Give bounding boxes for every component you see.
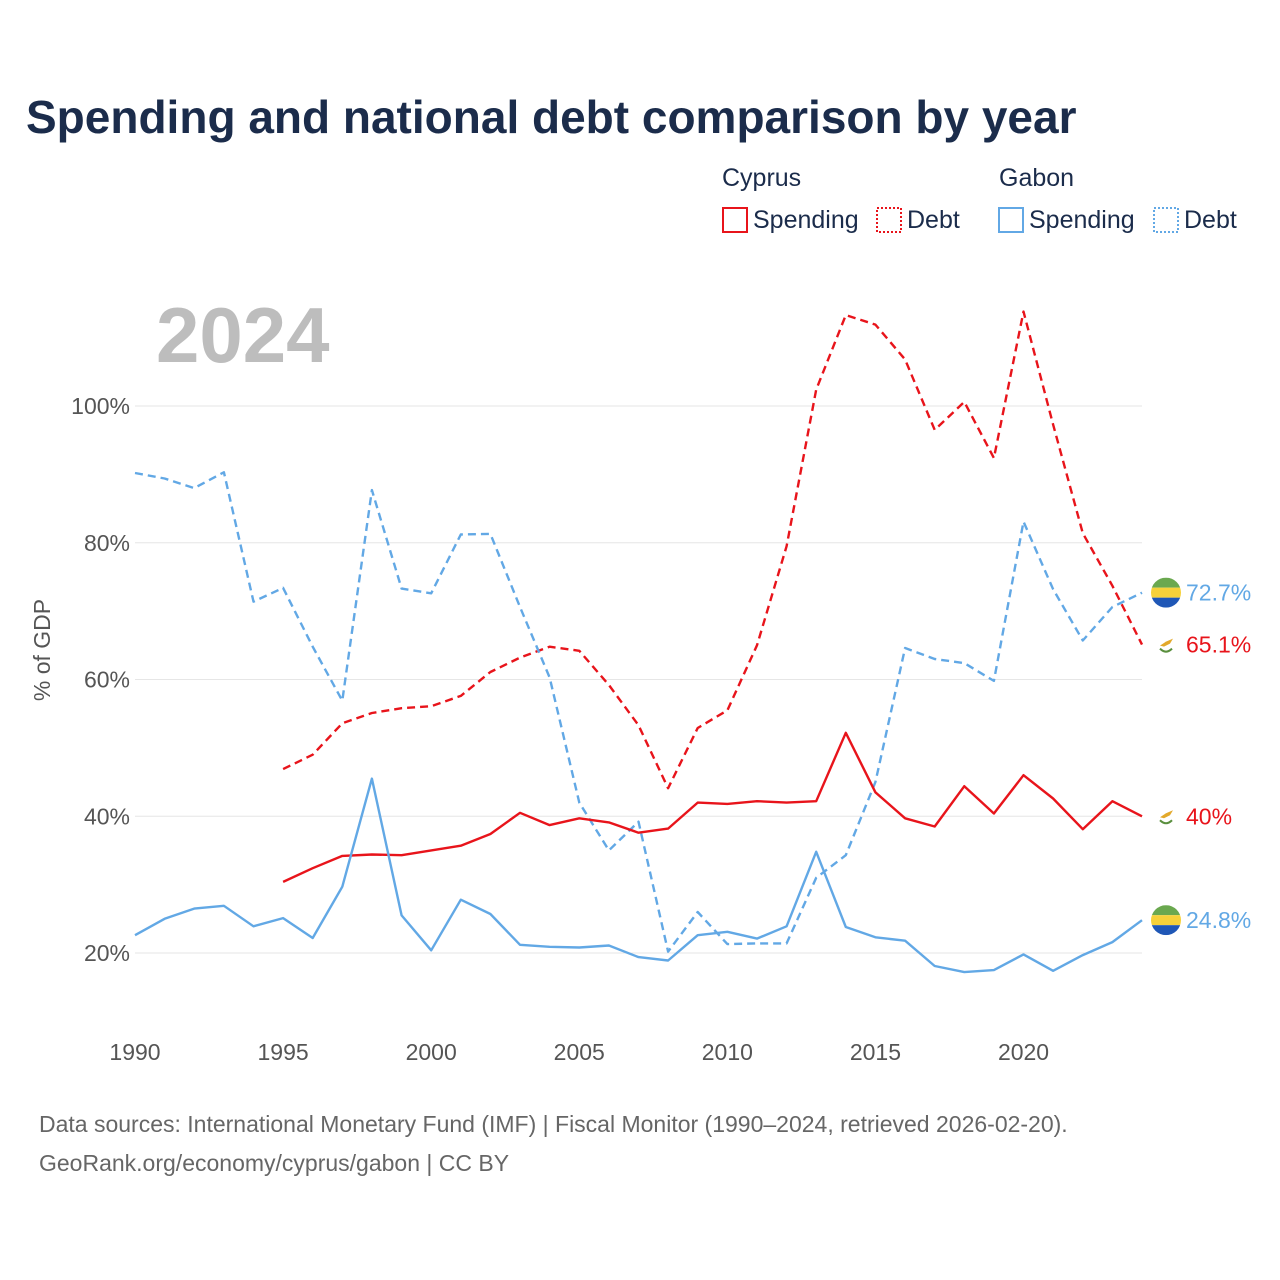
y-tick-label: 100% xyxy=(71,393,130,419)
series-line-gabon-debt xyxy=(134,471,1143,953)
series-lines xyxy=(134,310,1144,974)
chart-title: Spending and national debt comparison by… xyxy=(26,91,1077,143)
legend-swatch-cyprus-spending xyxy=(722,207,748,233)
y-tick-label: 20% xyxy=(84,940,130,966)
legend-label-gabon-spending: Spending xyxy=(1029,206,1135,234)
end-marker-gabon-spending xyxy=(1151,905,1181,936)
end-marker-gabon-debt xyxy=(1151,577,1181,608)
x-axis-ticks: 1990 1995 2000 2005 2010 2015 2020 xyxy=(109,1039,1049,1065)
end-value-label-cyprus-spending: 40% xyxy=(1186,803,1232,829)
y-tick-label: 60% xyxy=(84,667,130,693)
y-axis-label: % of GDP xyxy=(29,599,55,701)
x-tick-label: 1990 xyxy=(109,1039,160,1065)
y-axis-ticks: 20% 40% 60% 80% 100% xyxy=(71,393,130,966)
legend-group-gabon: Gabon xyxy=(999,164,1074,192)
end-marker-cyprus-spending xyxy=(1154,804,1178,829)
end-markers: 65.1% 72.7% 40% 24.8% xyxy=(1151,577,1251,936)
end-value-label-gabon-spending: 24.8% xyxy=(1186,907,1251,933)
legend-label-cyprus-debt: Debt xyxy=(907,206,960,234)
end-value-label-cyprus-debt: 65.1% xyxy=(1186,632,1251,658)
series-line-gabon-spending xyxy=(134,777,1143,974)
legend: Cyprus Spending Debt Gabon Spending Debt xyxy=(722,164,1237,234)
x-tick-label: 2020 xyxy=(998,1039,1049,1065)
legend-swatch-cyprus-debt xyxy=(876,207,902,233)
legend-swatch-gabon-debt xyxy=(1153,207,1179,233)
x-tick-label: 1995 xyxy=(258,1039,309,1065)
end-marker-cyprus-debt xyxy=(1154,632,1178,657)
y-tick-label: 80% xyxy=(84,530,130,556)
source-line-2: GeoRank.org/economy/cyprus/gabon | CC BY xyxy=(39,1150,509,1176)
cyprus-flag-icon xyxy=(1154,804,1178,829)
legend-label-cyprus-spending: Spending xyxy=(753,206,859,234)
legend-label-gabon-debt: Debt xyxy=(1184,206,1237,234)
x-tick-label: 2010 xyxy=(702,1039,753,1065)
legend-swatch-gabon-spending xyxy=(998,207,1024,233)
series-line-cyprus-spending xyxy=(282,731,1143,883)
year-watermark: 2024 xyxy=(156,291,330,379)
gabon-flag-icon xyxy=(1151,905,1181,936)
x-tick-label: 2015 xyxy=(850,1039,901,1065)
y-tick-label: 40% xyxy=(84,803,130,829)
cyprus-flag-icon xyxy=(1154,632,1178,657)
series-line-cyprus-debt xyxy=(282,310,1144,790)
x-tick-label: 2000 xyxy=(406,1039,457,1065)
source-line-1: Data sources: International Monetary Fun… xyxy=(39,1111,1068,1137)
x-tick-label: 2005 xyxy=(554,1039,605,1065)
legend-group-cyprus: Cyprus xyxy=(722,164,801,192)
gabon-flag-icon xyxy=(1151,577,1181,608)
gridlines xyxy=(135,405,1142,954)
end-value-label-gabon-debt: 72.7% xyxy=(1186,580,1251,606)
